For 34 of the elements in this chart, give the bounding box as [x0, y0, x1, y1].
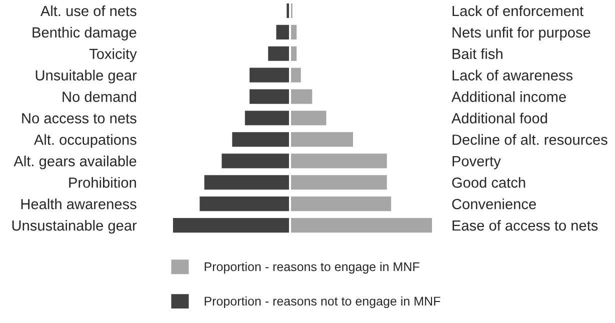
- y-tick-label: Nets unfit for purpose: [452, 26, 590, 40]
- bar: [291, 175, 387, 190]
- y-tick-label: Health awareness: [21, 198, 136, 210]
- bar: [291, 24, 297, 40]
- y-tick-label: Additional food: [451, 112, 547, 124]
- y-tick-label: Good catch: [452, 177, 526, 188]
- y-tick-label: Toxicity: [89, 48, 137, 62]
- y-tick-label: Lack of awareness: [452, 70, 573, 81]
- y-tick-label: Additional income: [451, 91, 566, 102]
- y-tick-label: Bait fish: [452, 48, 502, 60]
- legend-label: Proportion - reasons not to engage in MNF: [204, 296, 440, 308]
- bar: [291, 89, 312, 104]
- y-tick-label: Poverty: [452, 156, 501, 170]
- bar: [291, 110, 326, 126]
- bar: [291, 154, 387, 168]
- legend-label: Proportion - reasons to engage in MNF: [204, 262, 420, 274]
- bar: [291, 68, 301, 82]
- y-tick-label: Convenience: [452, 198, 536, 210]
- y-tick-label: Unsuitable gear: [36, 70, 137, 84]
- bar: [291, 132, 354, 147]
- y-tick-label: Alt. use of nets: [40, 5, 136, 16]
- bar: [291, 196, 392, 212]
- y-tick-label: Ease of access to nets: [452, 220, 598, 231]
- y-tick-label: Decline of alt. resources: [452, 134, 608, 145]
- y-tick-label: Benthic damage: [32, 26, 136, 40]
- y-tick-label: Alt. occupations: [34, 134, 136, 148]
- bar: [291, 218, 432, 233]
- y-tick-label: No demand: [62, 91, 136, 102]
- y-tick-label: Lack of enforcement: [452, 5, 584, 16]
- bar: [291, 46, 297, 61]
- y-tick-label: No access to nets: [22, 113, 136, 124]
- y-tick-label: Prohibition: [69, 177, 136, 188]
- y-tick-label: Alt. gears available: [14, 156, 136, 170]
- y-tick-label: Unsustainable gear: [12, 220, 137, 234]
